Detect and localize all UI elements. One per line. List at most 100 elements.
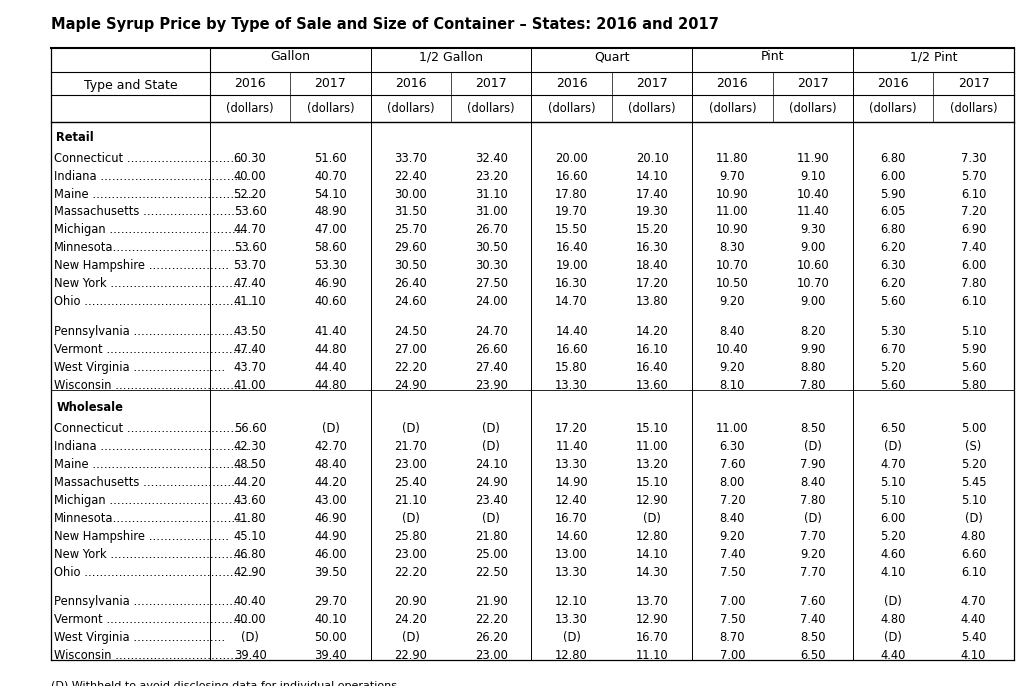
Text: 22.90: 22.90 <box>394 650 427 663</box>
Text: 17.80: 17.80 <box>555 187 588 200</box>
Text: 4.70: 4.70 <box>961 595 986 608</box>
Text: 33.70: 33.70 <box>394 152 427 165</box>
Text: 10.40: 10.40 <box>716 343 749 356</box>
Text: Maple Syrup Price by Type of Sale and Size of Container – States: 2016 and 2017: Maple Syrup Price by Type of Sale and Si… <box>51 17 719 32</box>
Text: West Virginia ……………………: West Virginia …………………… <box>54 631 225 644</box>
Text: 20.10: 20.10 <box>636 152 669 165</box>
Text: 8.70: 8.70 <box>720 631 745 644</box>
Text: 42.70: 42.70 <box>314 440 347 453</box>
Text: (D): (D) <box>242 631 259 644</box>
Text: (D): (D) <box>402 422 420 435</box>
Text: 43.50: 43.50 <box>233 325 266 338</box>
Text: Type and State: Type and State <box>84 79 177 91</box>
Text: (D): (D) <box>322 422 339 435</box>
Text: (dollars): (dollars) <box>548 102 596 115</box>
Text: (dollars): (dollars) <box>628 102 676 115</box>
Text: 7.80: 7.80 <box>961 277 986 290</box>
Text: 7.30: 7.30 <box>961 152 986 165</box>
Text: 1/2 Pint: 1/2 Pint <box>909 50 957 63</box>
Text: 8.50: 8.50 <box>800 631 825 644</box>
Text: 47.00: 47.00 <box>314 224 347 237</box>
Text: 8.50: 8.50 <box>800 422 825 435</box>
Text: 11.00: 11.00 <box>716 206 749 218</box>
Text: 5.60: 5.60 <box>961 361 986 374</box>
Text: New York ………………………………: New York ……………………………… <box>54 548 249 561</box>
Text: 24.50: 24.50 <box>394 325 427 338</box>
Text: 46.00: 46.00 <box>314 548 347 561</box>
Text: (D): (D) <box>482 512 500 525</box>
Text: 5.60: 5.60 <box>881 379 906 392</box>
Text: 7.70: 7.70 <box>800 530 825 543</box>
Text: 13.30: 13.30 <box>555 613 588 626</box>
Text: 54.10: 54.10 <box>314 187 347 200</box>
Text: 30.50: 30.50 <box>394 259 427 272</box>
Text: 12.80: 12.80 <box>636 530 669 543</box>
Text: 1/2 Gallon: 1/2 Gallon <box>419 50 483 63</box>
Text: 52.20: 52.20 <box>233 187 266 200</box>
Text: Pint: Pint <box>761 50 784 63</box>
Text: 12.90: 12.90 <box>636 613 669 626</box>
Text: 23.00: 23.00 <box>394 458 427 471</box>
Text: (D) Withheld to avoid disclosing data for individual operations.: (D) Withheld to avoid disclosing data fo… <box>51 681 400 686</box>
Text: 11.00: 11.00 <box>716 422 749 435</box>
Text: 8.80: 8.80 <box>800 361 825 374</box>
Text: 15.80: 15.80 <box>555 361 588 374</box>
Text: 14.20: 14.20 <box>636 325 669 338</box>
Text: 50.00: 50.00 <box>314 631 347 644</box>
Text: 21.90: 21.90 <box>475 595 508 608</box>
Text: (dollars): (dollars) <box>788 102 837 115</box>
Text: 2017: 2017 <box>797 77 828 90</box>
Text: 25.80: 25.80 <box>394 530 427 543</box>
Text: 31.10: 31.10 <box>475 187 508 200</box>
Text: 5.90: 5.90 <box>961 343 986 356</box>
Text: 44.80: 44.80 <box>314 379 347 392</box>
Text: (D): (D) <box>402 512 420 525</box>
Text: 10.90: 10.90 <box>716 187 749 200</box>
Text: 6.80: 6.80 <box>881 152 906 165</box>
Text: 21.80: 21.80 <box>475 530 508 543</box>
Text: 15.10: 15.10 <box>636 476 669 489</box>
Text: 13.30: 13.30 <box>555 379 588 392</box>
Text: 6.10: 6.10 <box>961 296 986 308</box>
Text: 16.40: 16.40 <box>636 361 669 374</box>
Text: 26.70: 26.70 <box>475 224 508 237</box>
Text: 4.40: 4.40 <box>961 613 986 626</box>
Text: 13.30: 13.30 <box>555 566 588 579</box>
Text: 6.30: 6.30 <box>720 440 745 453</box>
Text: 4.40: 4.40 <box>881 650 906 663</box>
Text: 26.60: 26.60 <box>475 343 508 356</box>
Text: 13.70: 13.70 <box>636 595 669 608</box>
Text: 7.70: 7.70 <box>800 566 825 579</box>
Text: 7.80: 7.80 <box>800 494 825 507</box>
Text: 5.10: 5.10 <box>881 494 906 507</box>
Text: 42.90: 42.90 <box>233 566 266 579</box>
Text: 26.20: 26.20 <box>475 631 508 644</box>
Text: 6.00: 6.00 <box>961 259 986 272</box>
Text: 19.00: 19.00 <box>555 259 588 272</box>
Text: West Virginia ……………………: West Virginia …………………… <box>54 361 225 374</box>
Text: 4.60: 4.60 <box>881 548 906 561</box>
Text: 5.45: 5.45 <box>961 476 986 489</box>
Text: 30.30: 30.30 <box>475 259 508 272</box>
Text: 56.60: 56.60 <box>233 422 266 435</box>
Text: 4.10: 4.10 <box>881 566 906 579</box>
Text: 23.00: 23.00 <box>475 650 508 663</box>
Text: Wisconsin ……………………………: Wisconsin …………………………… <box>54 650 242 663</box>
Text: 4.80: 4.80 <box>881 613 906 626</box>
Text: 14.10: 14.10 <box>636 169 669 182</box>
Text: 22.20: 22.20 <box>394 566 427 579</box>
Text: 23.40: 23.40 <box>475 494 508 507</box>
Text: 27.40: 27.40 <box>475 361 508 374</box>
Text: 24.70: 24.70 <box>475 325 508 338</box>
Text: 47.40: 47.40 <box>233 343 266 356</box>
Text: 22.20: 22.20 <box>475 613 508 626</box>
Text: 42.30: 42.30 <box>233 440 266 453</box>
Text: 7.20: 7.20 <box>961 206 986 218</box>
Text: 10.50: 10.50 <box>716 277 749 290</box>
Text: 19.70: 19.70 <box>555 206 588 218</box>
Text: 10.40: 10.40 <box>797 187 829 200</box>
Text: 40.60: 40.60 <box>314 296 347 308</box>
Text: 7.40: 7.40 <box>961 241 986 255</box>
Text: Quart: Quart <box>594 50 630 63</box>
Text: 8.40: 8.40 <box>800 476 825 489</box>
